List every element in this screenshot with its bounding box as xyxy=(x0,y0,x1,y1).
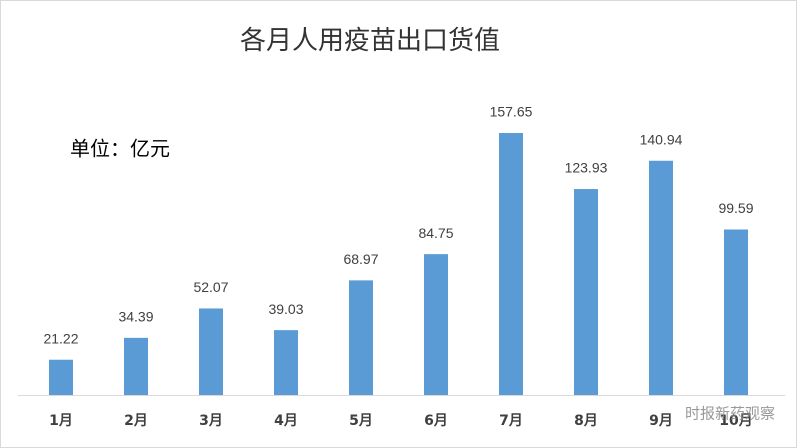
x-tick-label: 1月 xyxy=(49,413,73,429)
value-label: 140.94 xyxy=(640,131,683,147)
bar xyxy=(424,254,448,395)
x-tick-label: 8月 xyxy=(574,413,598,429)
bar xyxy=(199,308,223,395)
bar xyxy=(124,337,148,395)
x-tick-label: 3月 xyxy=(199,413,223,429)
x-tick-label: 7月 xyxy=(499,413,523,429)
x-tick-label: 9月 xyxy=(649,413,673,429)
bar xyxy=(49,359,73,395)
value-label: 123.93 xyxy=(565,160,608,176)
value-label: 39.03 xyxy=(268,301,303,317)
bar xyxy=(274,330,298,395)
value-label: 34.39 xyxy=(118,309,153,325)
value-label: 52.07 xyxy=(193,279,228,295)
x-tick-label: 5月 xyxy=(349,413,373,429)
value-label: 68.97 xyxy=(343,251,378,267)
x-tick-label: 6月 xyxy=(424,413,448,429)
bar xyxy=(574,189,598,395)
bar xyxy=(349,280,373,395)
bar xyxy=(649,160,673,395)
chart-title: 各月人用疫苗出口货值 xyxy=(240,26,500,56)
bar xyxy=(499,132,523,395)
value-label: 21.22 xyxy=(43,330,78,346)
value-label: 84.75 xyxy=(418,225,453,241)
value-label: 157.65 xyxy=(490,104,533,120)
watermark: 时报新药观察 xyxy=(685,405,775,423)
x-tick-label: 2月 xyxy=(124,413,148,429)
value-label: 99.59 xyxy=(718,200,753,216)
bar xyxy=(724,229,748,395)
annotation: 单位：亿元 xyxy=(70,137,170,161)
x-tick-label: 4月 xyxy=(274,413,298,429)
x-tick-label: 10月 xyxy=(719,413,752,429)
